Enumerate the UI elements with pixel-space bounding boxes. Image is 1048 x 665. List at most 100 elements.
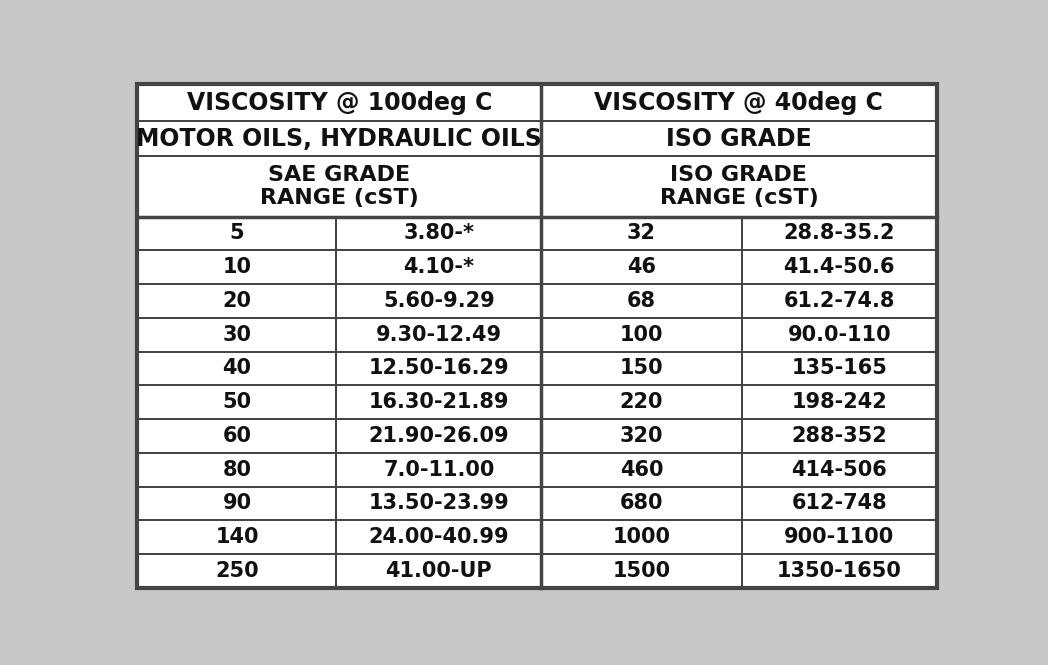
- Text: 41.4-50.6: 41.4-50.6: [784, 257, 895, 277]
- Bar: [541, 250, 742, 284]
- Bar: [742, 250, 937, 284]
- Text: 12.50-16.29: 12.50-16.29: [369, 358, 509, 378]
- Bar: [541, 156, 937, 217]
- Bar: [541, 487, 742, 520]
- Bar: [742, 352, 937, 385]
- Bar: [336, 419, 541, 453]
- Bar: [336, 217, 541, 250]
- Bar: [541, 487, 742, 520]
- Bar: [137, 217, 336, 250]
- Bar: [541, 385, 742, 419]
- Bar: [541, 352, 742, 385]
- Bar: [336, 419, 541, 453]
- Bar: [541, 453, 742, 487]
- Bar: [137, 554, 336, 588]
- Text: 612-748: 612-748: [791, 493, 887, 513]
- Text: 100: 100: [619, 325, 663, 344]
- Bar: [137, 284, 336, 318]
- Bar: [541, 520, 742, 554]
- Text: 80: 80: [222, 460, 252, 479]
- Bar: [137, 520, 336, 554]
- Bar: [336, 554, 541, 588]
- Bar: [742, 352, 937, 385]
- Text: 28.8-35.2: 28.8-35.2: [784, 223, 895, 243]
- Text: 24.00-40.99: 24.00-40.99: [369, 527, 509, 547]
- Bar: [336, 318, 541, 352]
- Text: 10: 10: [222, 257, 252, 277]
- Bar: [742, 385, 937, 419]
- Bar: [137, 121, 541, 156]
- Bar: [541, 121, 937, 156]
- Text: 16.30-21.89: 16.30-21.89: [369, 392, 509, 412]
- Bar: [137, 385, 336, 419]
- Text: 4.10-*: 4.10-*: [403, 257, 475, 277]
- Bar: [336, 453, 541, 487]
- Text: 61.2-74.8: 61.2-74.8: [784, 291, 895, 311]
- Bar: [742, 217, 937, 250]
- Text: 3.80-*: 3.80-*: [403, 223, 475, 243]
- Text: 50: 50: [222, 392, 252, 412]
- Text: 60: 60: [222, 426, 252, 446]
- Bar: [137, 284, 336, 318]
- Text: 680: 680: [619, 493, 663, 513]
- Text: 5.60-9.29: 5.60-9.29: [383, 291, 495, 311]
- Text: 7.0-11.00: 7.0-11.00: [384, 460, 495, 479]
- Bar: [541, 385, 742, 419]
- Bar: [541, 284, 742, 318]
- Bar: [541, 84, 937, 121]
- Bar: [137, 156, 541, 217]
- Text: 150: 150: [619, 358, 663, 378]
- Bar: [541, 318, 742, 352]
- Text: 40: 40: [222, 358, 252, 378]
- Bar: [137, 250, 336, 284]
- Bar: [336, 487, 541, 520]
- Bar: [336, 487, 541, 520]
- Text: 320: 320: [619, 426, 663, 446]
- Text: 5: 5: [230, 223, 244, 243]
- Bar: [541, 250, 742, 284]
- Bar: [742, 284, 937, 318]
- Bar: [137, 84, 541, 121]
- Bar: [742, 217, 937, 250]
- Bar: [336, 250, 541, 284]
- Text: 1500: 1500: [612, 561, 671, 581]
- Bar: [336, 318, 541, 352]
- Text: 1000: 1000: [612, 527, 671, 547]
- Bar: [137, 453, 336, 487]
- Bar: [742, 419, 937, 453]
- Text: 198-242: 198-242: [791, 392, 887, 412]
- Bar: [541, 419, 742, 453]
- Text: VISCOSITY @ 100deg C: VISCOSITY @ 100deg C: [187, 90, 492, 114]
- Bar: [137, 419, 336, 453]
- Bar: [541, 352, 742, 385]
- Bar: [336, 250, 541, 284]
- Bar: [742, 487, 937, 520]
- Bar: [541, 121, 937, 156]
- Bar: [137, 385, 336, 419]
- Bar: [137, 217, 336, 250]
- Bar: [137, 352, 336, 385]
- Text: ISO GRADE: ISO GRADE: [667, 127, 812, 151]
- Bar: [137, 352, 336, 385]
- Bar: [742, 318, 937, 352]
- Text: 41.00-UP: 41.00-UP: [386, 561, 493, 581]
- Text: 30: 30: [222, 325, 252, 344]
- Bar: [336, 520, 541, 554]
- Text: 13.50-23.99: 13.50-23.99: [369, 493, 509, 513]
- Bar: [336, 284, 541, 318]
- Bar: [742, 385, 937, 419]
- Text: 250: 250: [215, 561, 259, 581]
- Bar: [336, 385, 541, 419]
- Bar: [137, 554, 336, 588]
- Bar: [541, 554, 742, 588]
- Text: 135-165: 135-165: [791, 358, 888, 378]
- Bar: [541, 156, 937, 217]
- Bar: [742, 284, 937, 318]
- Bar: [742, 250, 937, 284]
- Bar: [137, 318, 336, 352]
- Bar: [742, 419, 937, 453]
- Bar: [137, 250, 336, 284]
- Text: 1350-1650: 1350-1650: [777, 561, 901, 581]
- Text: 68: 68: [627, 291, 656, 311]
- Bar: [137, 453, 336, 487]
